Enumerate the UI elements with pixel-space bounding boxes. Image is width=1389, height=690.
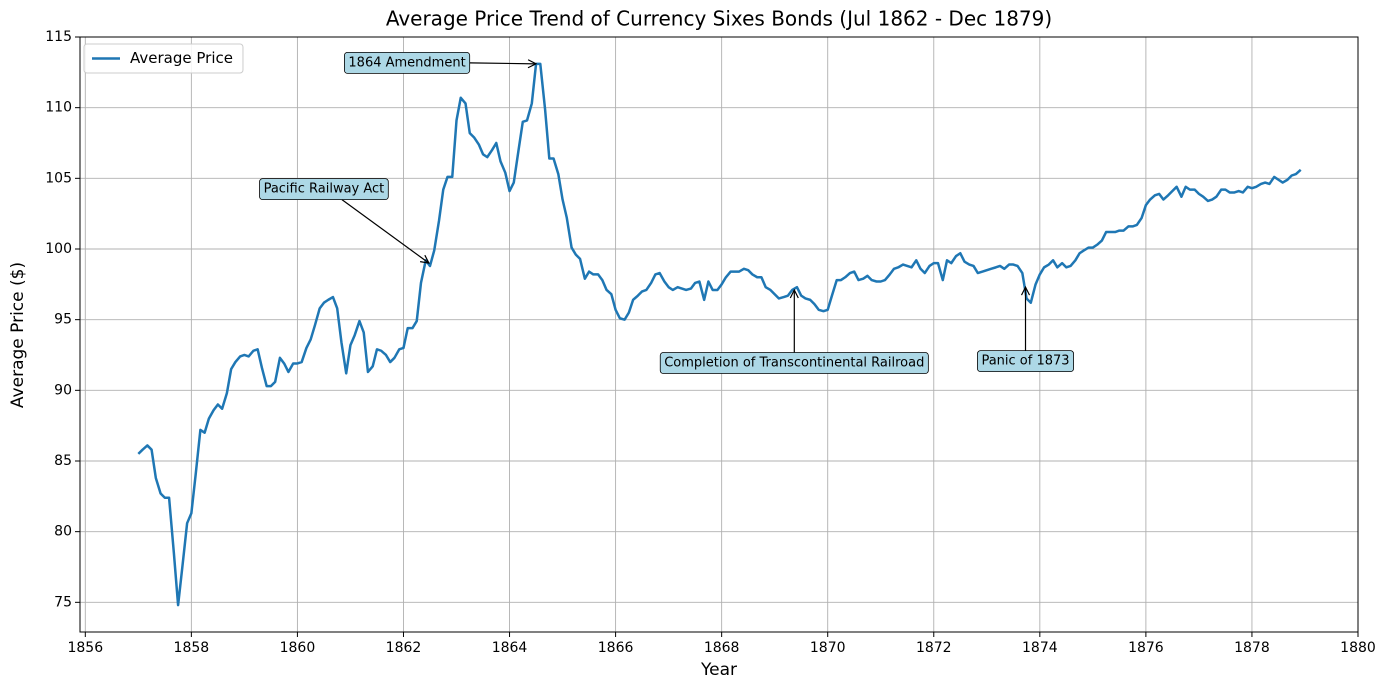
annotation-box [259,178,389,201]
x-tick-label: 1874 [1022,640,1058,656]
y-tick-label: 95 [54,312,72,328]
y-tick-label: 90 [54,382,72,398]
legend: Average Price [83,43,244,74]
annotation-arrow [341,199,429,264]
x-tick-label: 1880 [1340,640,1376,656]
chart-title: Average Price Trend of Currency Sixes Bo… [386,7,1052,31]
x-tick-label: 1878 [1234,640,1270,656]
y-tick-label: 85 [54,453,72,469]
annotation: 1864 Amendment [344,51,536,74]
annotation: Panic of 1873 [977,287,1074,373]
x-axis-label: Year [700,660,737,680]
y-axis-label: Average Price ($) [8,262,28,408]
y-tick-label: 115 [45,29,72,45]
x-tick-label: 1864 [492,640,528,656]
x-tick-label: 1856 [67,640,103,656]
annotation-text: 1864 Amendment [348,55,465,70]
annotation-text: Panic of 1873 [981,354,1069,369]
legend-label: Average Price [130,49,233,67]
x-tick-label: 1870 [810,640,846,656]
x-tick-label: 1876 [1128,640,1164,656]
annotation: Completion of Transcontinental Railroad [659,290,929,374]
x-tick-label: 1872 [916,640,952,656]
annotation-arrow [469,63,536,64]
y-tick-label: 105 [45,170,72,186]
annotation-text: Completion of Transcontinental Railroad [664,355,924,370]
x-tick-label: 1862 [386,640,422,656]
legend-box [83,43,244,74]
annotation: Pacific Railway Act [259,178,429,264]
annotation-text: Pacific Railway Act [264,182,385,197]
y-tick-label: 100 [45,241,72,257]
x-tick-label: 1866 [598,640,634,656]
y-tick-label: 80 [54,524,72,540]
x-tick-label: 1868 [704,640,740,656]
x-tick-label: 1858 [174,640,210,656]
plot-frame [79,36,1359,633]
y-tick-label: 75 [54,594,72,610]
data-line [137,62,1302,607]
y-tick-label: 110 [45,100,72,116]
x-tick-label: 1860 [280,640,316,656]
